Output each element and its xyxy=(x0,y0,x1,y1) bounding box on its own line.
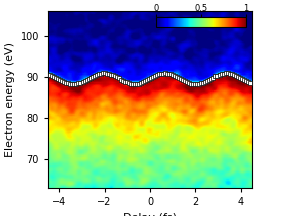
X-axis label: Delay (fs): Delay (fs) xyxy=(123,213,177,216)
Y-axis label: Electron energy (eV): Electron energy (eV) xyxy=(5,42,15,157)
